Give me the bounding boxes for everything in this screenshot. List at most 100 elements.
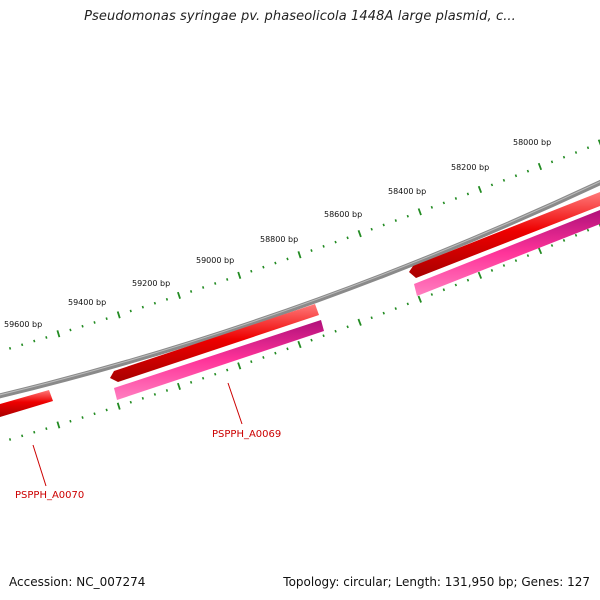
gene-leader-line-a0070 xyxy=(32,444,47,487)
outer-scale-major-tick xyxy=(237,271,242,279)
outer-scale-minor-tick xyxy=(574,151,578,154)
outer-scale-minor-tick xyxy=(322,244,325,248)
inner-scale-minor-tick xyxy=(430,293,434,296)
outer-scale-minor-tick xyxy=(286,257,289,261)
inner-scale-minor-tick xyxy=(346,325,349,329)
inner-scale-minor-tick xyxy=(105,408,108,412)
inner-scale-minor-tick xyxy=(189,380,193,384)
outer-scale-minor-tick xyxy=(382,223,385,227)
inner-scale-minor-tick xyxy=(69,419,72,423)
inner-scale-major-tick xyxy=(357,318,362,326)
outer-scale-minor-tick xyxy=(45,336,48,339)
plasmid-backbone xyxy=(0,179,600,399)
outer-scale-minor-tick xyxy=(310,249,313,252)
plasmid-backbone-highlight xyxy=(0,181,600,396)
inner-scale-minor-tick xyxy=(394,307,397,310)
outer-scale-ticks xyxy=(8,139,600,350)
outer-scale-minor-tick xyxy=(502,178,506,182)
inner-scale-minor-tick xyxy=(574,233,578,237)
inner-scale-minor-tick xyxy=(454,283,458,287)
outer-scale-major-tick xyxy=(537,162,543,171)
outer-scale-minor-tick xyxy=(69,328,72,332)
inner-scale-major-tick xyxy=(537,247,543,255)
inner-scale-minor-tick xyxy=(310,338,313,342)
inner-scale-minor-tick xyxy=(562,238,566,242)
outer-scale-minor-tick xyxy=(8,346,12,350)
scale-label-58400: 58400 bp xyxy=(388,187,426,196)
inner-scale-major-tick xyxy=(56,421,61,429)
outer-scale-minor-tick xyxy=(81,324,84,328)
inner-scale-minor-tick xyxy=(442,288,446,292)
inner-scale-minor-tick xyxy=(466,278,470,282)
outer-scale-minor-tick xyxy=(370,227,373,231)
outer-scale-major-tick xyxy=(417,208,422,216)
outer-scale-major-tick xyxy=(56,330,61,338)
inner-scale-minor-tick xyxy=(490,269,494,272)
inner-scale-minor-tick xyxy=(214,372,217,376)
gene-label-pspph-a0070[interactable]: PSPPH_A0070 xyxy=(15,490,84,501)
outer-scale-minor-tick xyxy=(21,343,24,347)
outer-scale-minor-tick xyxy=(165,297,169,301)
outer-scale-minor-tick xyxy=(394,219,397,222)
inner-scale-minor-tick xyxy=(129,400,132,404)
outer-scale-minor-tick xyxy=(250,269,253,273)
outer-scale-major-tick xyxy=(177,291,181,299)
inner-scale-major-tick xyxy=(237,362,242,370)
outer-scale-minor-tick xyxy=(141,305,144,309)
inner-scale-minor-tick xyxy=(141,396,144,400)
inner-scale-major-tick xyxy=(477,271,483,279)
outer-scale-minor-tick xyxy=(490,183,494,187)
outer-scale-major-tick xyxy=(116,311,121,319)
outer-scale-minor-tick xyxy=(454,197,458,200)
scale-label-59400: 59400 bp xyxy=(68,298,106,307)
outer-scale-minor-tick xyxy=(430,205,434,209)
outer-scale-minor-tick xyxy=(466,192,470,196)
inner-scale-minor-tick xyxy=(226,368,229,372)
inner-scale-minor-tick xyxy=(382,311,385,315)
outer-scale-minor-tick xyxy=(586,146,590,150)
outer-scale-major-tick xyxy=(597,139,600,146)
inner-scale-major-tick xyxy=(177,382,181,390)
outer-scale-minor-tick xyxy=(105,317,108,321)
outer-scale-minor-tick xyxy=(526,169,530,173)
inner-scale-minor-tick xyxy=(33,430,36,434)
inner-scale-minor-tick xyxy=(262,356,265,359)
gene-feature-pink-1[interactable] xyxy=(114,320,324,400)
outer-scale-minor-tick xyxy=(226,278,229,281)
inner-scale-minor-tick xyxy=(322,334,325,338)
inner-scale-minor-tick xyxy=(370,316,373,320)
outer-scale-minor-tick xyxy=(93,321,96,324)
gene-label-pspph-a0069[interactable]: PSPPH_A0069 xyxy=(212,429,281,440)
outer-scale-major-tick xyxy=(297,251,302,259)
topology-summary-text: Topology: circular; Length: 131,950 bp; … xyxy=(283,575,590,589)
outer-scale-minor-tick xyxy=(33,339,36,343)
inner-scale-minor-tick xyxy=(526,254,530,258)
outer-scale-minor-tick xyxy=(442,201,446,205)
inner-scale-minor-tick xyxy=(81,416,84,419)
outer-scale-minor-tick xyxy=(562,155,566,159)
inner-scale-minor-tick xyxy=(586,228,590,232)
scale-label-58800: 58800 bp xyxy=(260,235,298,244)
inner-scale-minor-tick xyxy=(45,427,48,431)
inner-scale-minor-tick xyxy=(93,412,96,416)
inner-scale-minor-tick xyxy=(21,434,24,438)
outer-scale-minor-tick xyxy=(274,261,277,265)
outer-scale-minor-tick xyxy=(202,286,205,289)
gene-feature-red-2[interactable] xyxy=(409,192,600,278)
gene-feature-red-1[interactable] xyxy=(110,304,319,382)
outer-scale-major-tick xyxy=(357,229,362,238)
inner-scale-minor-tick xyxy=(274,351,277,355)
outer-scale-minor-tick xyxy=(129,309,132,313)
inner-scale-minor-tick xyxy=(334,329,337,333)
outer-scale-minor-tick xyxy=(346,236,349,240)
outer-scale-major-tick xyxy=(477,185,483,194)
inner-scale-minor-tick xyxy=(406,302,409,306)
scale-label-59600: 59600 bp xyxy=(4,320,42,329)
gene-feature-pink-2[interactable] xyxy=(414,210,600,296)
gene-feature-red-3[interactable] xyxy=(0,390,53,417)
inner-scale-major-tick xyxy=(116,402,121,410)
inner-scale-minor-tick xyxy=(286,347,289,351)
inner-scale-minor-tick xyxy=(201,376,205,380)
inner-scale-minor-tick xyxy=(165,389,169,392)
